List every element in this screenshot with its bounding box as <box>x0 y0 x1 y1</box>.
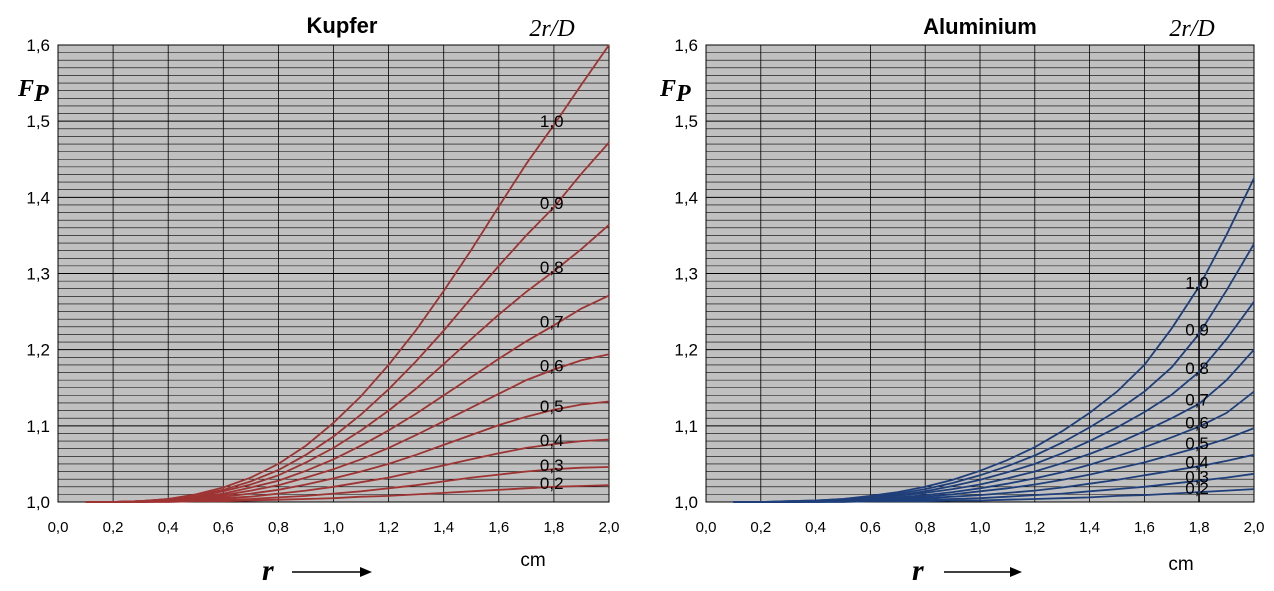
legend-title-aluminium: 2r/D <box>1169 16 1214 42</box>
curves-aluminium <box>733 177 1255 503</box>
x-tick-label: 2,0 <box>599 519 620 536</box>
chart-kupfer: 0,0 0,2 0,4 0,6 0,8 1,0 1,2 1,4 1,6 1,8 2,0 1,0 1,1 1… <box>17 13 619 587</box>
x-tick-label: 0,0 <box>48 519 69 536</box>
y-tick-label: 1,1 <box>26 417 50 436</box>
curve-label: 0,7 <box>1185 391 1209 410</box>
x-tick-label: 0,2 <box>750 519 771 536</box>
x-tick-label: 0,6 <box>213 519 234 536</box>
x-tick-label: 1,4 <box>433 519 454 536</box>
y-tick-label: 1,5 <box>26 112 50 131</box>
ticks-aluminium: 0,0 0,2 0,4 0,6 0,8 1,0 1,2 1,4 1,6 1,8 2,0 1,0 1,1 1… <box>674 36 1264 536</box>
chart-title-kupfer: Kupfer <box>307 13 378 38</box>
chart-aluminium: 0,0 0,2 0,4 0,6 0,8 1,0 1,2 1,4 1,6 1,8 2,0 1,0 1,1 1… <box>659 14 1264 587</box>
y-tick-label: 1,0 <box>674 493 698 512</box>
x-tick-label: 1,6 <box>488 519 509 536</box>
curve-labels-aluminium: 0,20,30,40,50,6 0,7 0,8 0,9 1,0 <box>1185 273 1209 498</box>
x-tick-label: 0,0 <box>696 519 717 536</box>
curve-labels-kupfer: 0,20,3 0,4 0,5 0,6 0,7 0,8 0,9 1,0 <box>540 112 564 493</box>
curve-label: 1,0 <box>540 112 564 131</box>
gridlines-aluminium <box>706 45 1254 502</box>
y-tick-label: 1,2 <box>674 341 698 360</box>
x-tick-label: 1,6 <box>1134 519 1155 536</box>
series-line <box>733 177 1255 503</box>
curve-label: 0,9 <box>540 194 564 213</box>
curve-label: 0,3 <box>540 456 564 475</box>
y-tick-label: 1,3 <box>674 265 698 284</box>
y-tick-label: 1,4 <box>26 188 50 207</box>
curve-label: 0,8 <box>540 258 564 277</box>
x-axis-label-aluminium: r <box>912 554 924 587</box>
x-tick-label: 0,2 <box>103 519 124 536</box>
x-tick-label: 1,0 <box>970 519 991 536</box>
y-tick-label: 1,2 <box>26 341 50 360</box>
y-axis-label-kupfer: FP <box>17 76 49 107</box>
x-tick-label: 1,8 <box>543 519 564 536</box>
series-line <box>85 44 610 503</box>
ticks-kupfer: 0,0 0,2 0,4 0,6 0,8 1,0 1,2 1,4 1,6 1,8 2,0 1,0 1,1 1… <box>26 36 619 536</box>
curve-label: 1,0 <box>1185 273 1209 292</box>
curve-label: 0,2 <box>1185 479 1209 498</box>
curve-label: 0,6 <box>1185 414 1209 433</box>
curve-label: 0,8 <box>1185 359 1209 378</box>
y-axis-label-aluminium: FP <box>659 76 691 107</box>
legend-title-kupfer: 2r/D <box>529 16 574 42</box>
curve-label: 0,6 <box>540 356 564 375</box>
x-tick-label: 1,2 <box>1024 519 1045 536</box>
arrow-icon <box>944 567 1022 577</box>
x-tick-label: 2,0 <box>1244 519 1265 536</box>
curve-label: 0,4 <box>1185 453 1209 472</box>
x-tick-label: 1,0 <box>323 519 344 536</box>
y-tick-label: 1,3 <box>26 265 50 284</box>
curve-label: 0,7 <box>540 312 564 331</box>
x-tick-label: 1,8 <box>1189 519 1210 536</box>
y-tick-label: 1,5 <box>674 112 698 131</box>
y-tick-label: 1,4 <box>674 188 698 207</box>
curve-label: 0,5 <box>540 397 564 416</box>
gridlines-kupfer <box>58 45 609 502</box>
arrow-icon <box>292 567 372 577</box>
x-tick-label: 0,6 <box>860 519 881 536</box>
x-tick-label: 0,8 <box>268 519 289 536</box>
curves-kupfer <box>85 44 610 503</box>
x-unit-kupfer: cm <box>520 550 545 571</box>
chart-title-aluminium: Aluminium <box>923 14 1037 39</box>
x-tick-label: 0,4 <box>158 519 179 536</box>
curve-label: 0,5 <box>1185 434 1209 453</box>
y-tick-label: 1,6 <box>26 36 50 55</box>
y-tick-label: 1,6 <box>674 36 698 55</box>
x-unit-aluminium: cm <box>1168 554 1193 575</box>
x-axis-label-kupfer: r <box>262 554 274 587</box>
curve-label: 0,2 <box>540 474 564 493</box>
curve-label: 0,3 <box>1185 468 1209 487</box>
x-tick-label: 0,4 <box>805 519 826 536</box>
x-tick-label: 1,4 <box>1079 519 1100 536</box>
x-tick-label: 0,8 <box>915 519 936 536</box>
x-tick-label: 1,2 <box>378 519 399 536</box>
curve-label: 0,4 <box>540 431 564 450</box>
y-tick-label: 1,1 <box>674 417 698 436</box>
y-tick-label: 1,0 <box>26 493 50 512</box>
curve-label: 0,9 <box>1185 321 1209 340</box>
